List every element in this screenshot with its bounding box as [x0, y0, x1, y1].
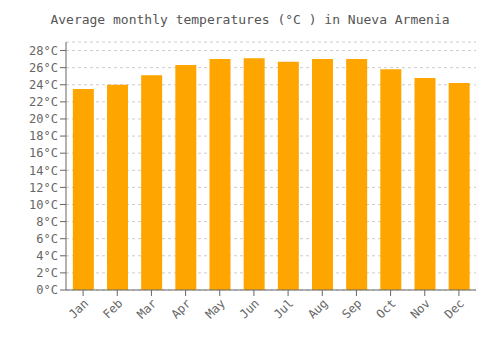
svg-text:10°C: 10°C: [29, 198, 58, 212]
svg-text:Sep: Sep: [339, 296, 364, 321]
svg-text:Jan: Jan: [66, 296, 91, 321]
svg-text:Aug: Aug: [305, 296, 330, 321]
svg-text:0°C: 0°C: [36, 283, 58, 297]
svg-text:Jun: Jun: [237, 296, 262, 321]
svg-text:22°C: 22°C: [29, 95, 58, 109]
svg-text:12°C: 12°C: [29, 181, 58, 195]
svg-text:2°C: 2°C: [36, 266, 58, 280]
svg-text:20°C: 20°C: [29, 112, 58, 126]
svg-text:Jul: Jul: [271, 296, 296, 321]
svg-text:8°C: 8°C: [36, 215, 58, 229]
svg-text:Oct: Oct: [373, 296, 398, 321]
svg-text:4°C: 4°C: [36, 249, 58, 263]
svg-text:May: May: [203, 296, 228, 321]
svg-text:16°C: 16°C: [29, 146, 58, 160]
svg-text:14°C: 14°C: [29, 164, 58, 178]
svg-text:28°C: 28°C: [29, 44, 58, 58]
svg-text:26°C: 26°C: [29, 61, 58, 75]
svg-text:Feb: Feb: [100, 296, 125, 321]
svg-text:6°C: 6°C: [36, 232, 58, 246]
svg-text:Nov: Nov: [408, 296, 433, 321]
svg-text:Mar: Mar: [134, 296, 159, 321]
svg-text:Apr: Apr: [168, 296, 193, 321]
svg-text:18°C: 18°C: [29, 129, 58, 143]
html-text:Average monthly temperatures (: Average monthly temperatures (°C ) in Nu…: [50, 12, 450, 27]
svg-text:24°C: 24°C: [29, 78, 58, 92]
svg-text:Dec: Dec: [442, 296, 467, 321]
